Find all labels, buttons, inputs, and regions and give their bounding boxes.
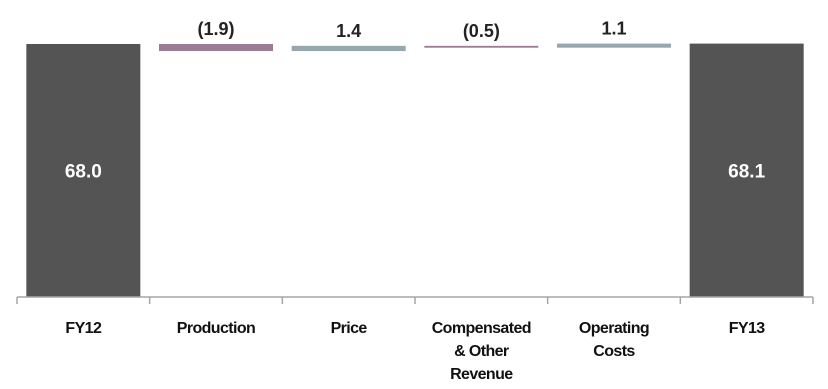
category-label-line: & Other xyxy=(454,343,509,360)
category-label-2: Price xyxy=(331,320,368,337)
value-label-4: 1.1 xyxy=(601,19,626,39)
category-label-line: FY12 xyxy=(65,320,102,337)
category-label-line: Costs xyxy=(593,343,635,360)
category-label-5: FY13 xyxy=(729,320,766,337)
bar-0 xyxy=(26,43,141,298)
category-label-3: Compensated & Other Revenue xyxy=(432,320,531,383)
category-label-0: FY12 xyxy=(65,320,102,337)
value-label-0: 68.0 xyxy=(65,161,102,182)
category-label-line: Operating xyxy=(579,320,649,337)
category-label-line: FY13 xyxy=(729,320,766,337)
category-label-line: Production xyxy=(177,320,255,337)
value-label-2: 1.4 xyxy=(336,21,361,41)
category-label-line: Revenue xyxy=(450,366,513,383)
bars-layer xyxy=(26,43,804,298)
bar-5 xyxy=(689,43,804,297)
bar-1 xyxy=(159,43,273,52)
category-label-4: Operating Costs xyxy=(579,320,649,360)
category-label-line: Price xyxy=(331,320,368,337)
value-label-5: 68.1 xyxy=(728,161,765,182)
bar-3 xyxy=(424,45,539,48)
bar-4 xyxy=(557,43,671,48)
bar-2 xyxy=(291,45,406,52)
value-label-3: (0.5) xyxy=(463,21,500,41)
value-label-1: (1.9) xyxy=(197,19,234,39)
x-axis xyxy=(16,296,814,304)
category-label-1: Production xyxy=(177,320,255,337)
labels-layer: 68.0 FY12 (1.9) Production 1.4 Price (0.5) Comp… xyxy=(65,19,766,383)
category-label-line: Compensated xyxy=(432,320,531,337)
